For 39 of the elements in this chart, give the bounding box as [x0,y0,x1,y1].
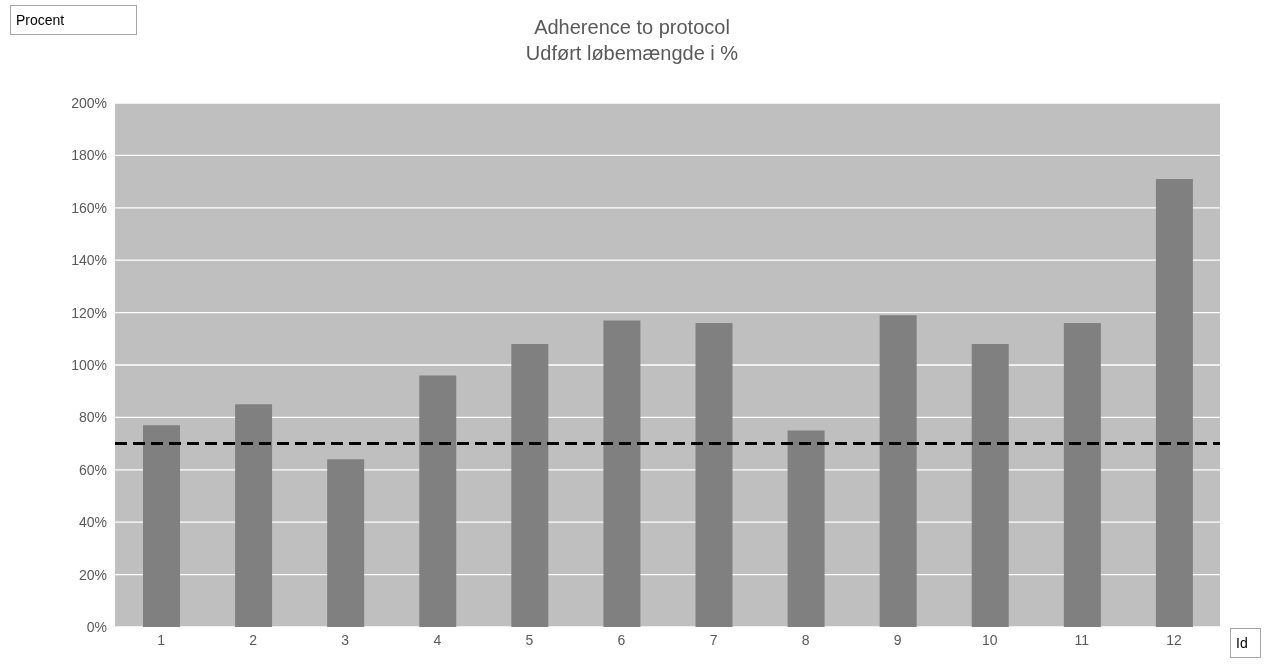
x-tick-label: 1 [157,631,166,648]
y-tick-label: 80% [78,409,107,426]
bar [971,344,1009,627]
x-tick-label: 3 [341,631,350,648]
x-tick-label: 10 [982,631,998,648]
bar [879,315,917,627]
y-tick-label: 160% [71,199,107,216]
x-tick-label: 8 [801,631,810,648]
chart-title: Adherence to protocol [534,16,730,38]
y-tick-label: 200% [71,94,107,111]
bar [327,459,365,627]
x-tick-label: 11 [1074,631,1090,648]
bar [1063,323,1101,627]
bar [511,344,549,627]
x-tick-label: 5 [525,631,534,648]
y-axis-title: Procent [10,5,137,35]
x-tick-label: 6 [617,631,626,648]
x-tick-label: 2 [249,631,258,648]
y-tick-label: 60% [78,461,107,478]
y-tick-label: 40% [78,514,107,531]
bar [235,404,273,627]
bar [787,430,825,627]
x-tick-label: 4 [433,631,442,648]
y-tick-label: 20% [78,566,107,583]
y-tick-label: 180% [71,147,107,164]
chart-subtitle: Udført løbemængde i % [524,41,740,66]
bar [1155,178,1193,627]
x-tick-label: 9 [893,631,902,648]
bar [695,323,733,627]
y-tick-label: 120% [71,304,107,321]
x-tick-label: 12 [1166,631,1182,648]
y-tick-label: 140% [71,252,107,269]
y-tick-label: 0% [86,618,107,635]
x-tick-label: 7 [709,631,718,648]
bar [143,425,180,627]
x-axis-title: Id [1230,628,1261,658]
y-tick-label: 100% [71,356,107,373]
bar [419,375,457,627]
bar [603,320,641,627]
